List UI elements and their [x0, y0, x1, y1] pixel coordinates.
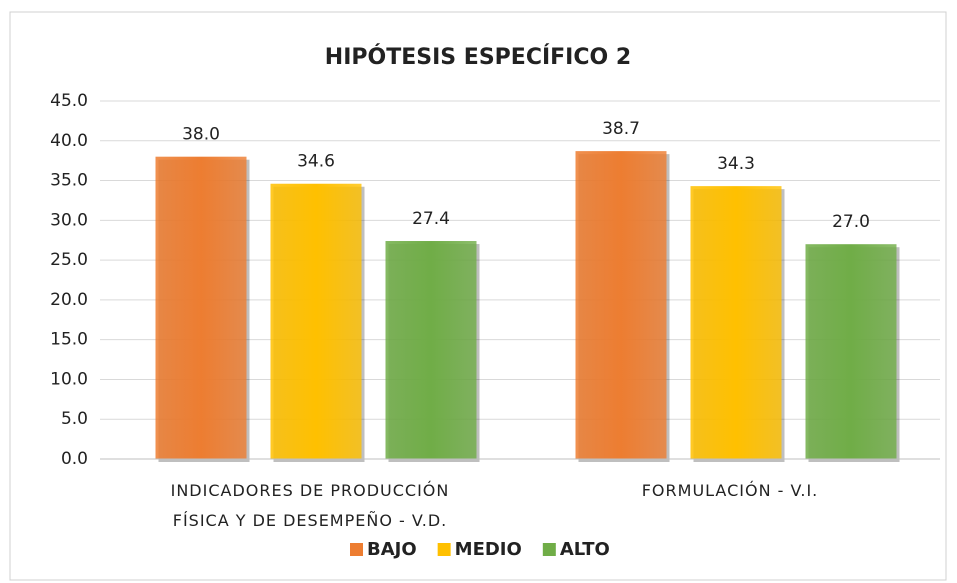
- y-tick-label: 30.0: [50, 210, 88, 230]
- bar: [805, 244, 897, 459]
- legend-swatch: [542, 543, 556, 556]
- data-label: 38.0: [182, 125, 220, 145]
- data-label: 34.3: [717, 154, 755, 174]
- y-tick-label: 20.0: [50, 290, 88, 310]
- y-tick-label: 40.0: [50, 131, 88, 151]
- y-tick-label: 35.0: [50, 171, 88, 191]
- y-tick-label: 25.0: [50, 250, 88, 270]
- legend-label: ALTO: [560, 539, 610, 560]
- chart-title: HIPÓTESIS ESPECÍFICO 2: [325, 44, 631, 70]
- bar: [385, 241, 477, 459]
- legend-label: MEDIO: [455, 539, 522, 560]
- x-tick-label-box: FORMULACIÓN - V.I.: [641, 481, 819, 500]
- x-tick-label: INDICADORES DE PRODUCCIÓN FÍSICA Y DE DE…: [170, 481, 450, 530]
- x-tick-label-box: INDICADORES DE PRODUCCIÓN FÍSICA Y DE DE…: [170, 481, 450, 530]
- legend-swatch: [350, 543, 363, 556]
- x-tick-label: FORMULACIÓN - V.I.: [641, 481, 819, 500]
- bar: [690, 186, 782, 459]
- y-tick-label: 45.0: [50, 91, 88, 111]
- data-label: 34.6: [297, 152, 335, 172]
- data-label: 38.7: [602, 119, 640, 139]
- y-tick-label: 15.0: [50, 330, 88, 350]
- data-label: 27.4: [412, 209, 450, 229]
- legend-swatch: [437, 543, 451, 556]
- y-tick-label: 10.0: [50, 369, 88, 389]
- y-tick-label: 0.0: [61, 449, 88, 469]
- data-label: 27.0: [832, 212, 870, 232]
- bar: [155, 156, 247, 459]
- bar: [270, 183, 362, 459]
- y-tick-label: 5.0: [61, 409, 88, 429]
- bar: [575, 151, 667, 459]
- legend-label: BAJO: [367, 539, 417, 560]
